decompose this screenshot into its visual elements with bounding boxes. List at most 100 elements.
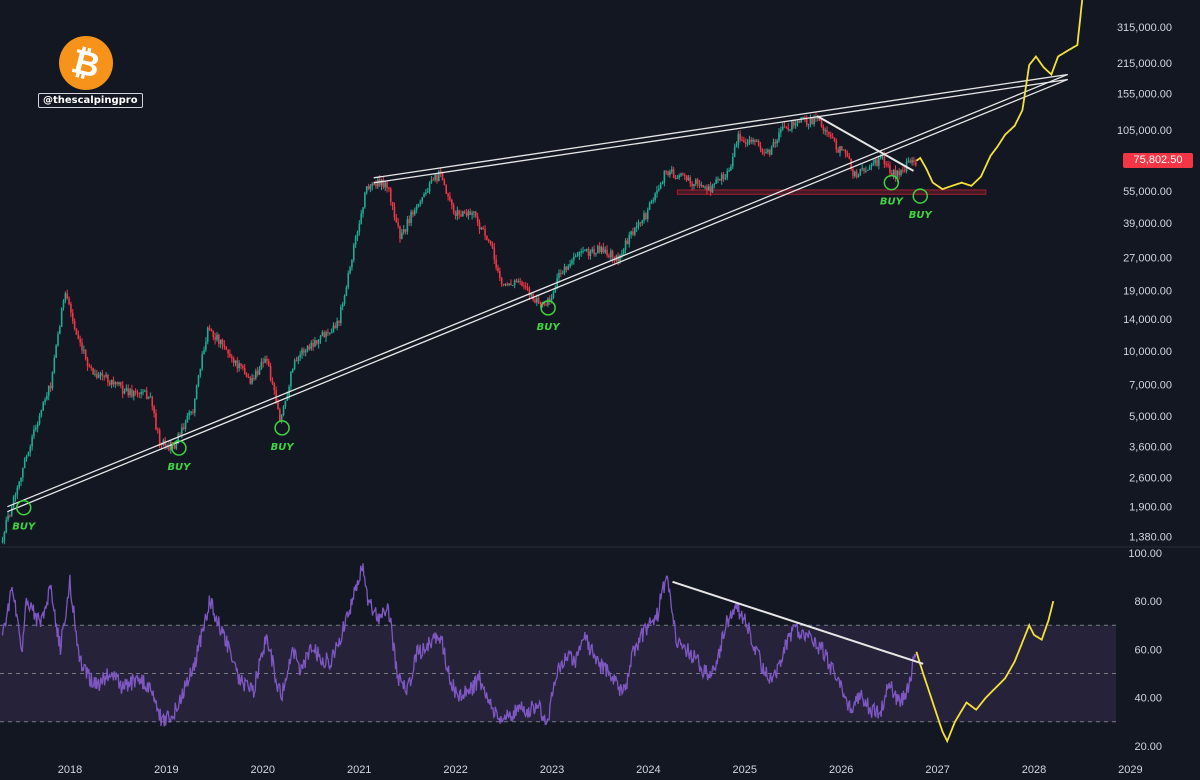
- candle-down: [101, 373, 104, 376]
- candle-up: [317, 339, 320, 344]
- price-axis-tick-label: 155,000.00: [1117, 89, 1172, 101]
- time-axis-tick-label: 2020: [251, 764, 275, 776]
- candle-up: [878, 158, 880, 166]
- candle-down: [452, 204, 455, 213]
- candle-up: [10, 507, 13, 516]
- candle-down: [77, 334, 80, 340]
- candle-down: [548, 298, 551, 302]
- rsi-projection-line: [915, 600, 1055, 744]
- candle-down: [617, 255, 619, 262]
- trendline-lower-rail: [7, 78, 1068, 513]
- trendline-descending: [816, 115, 914, 172]
- candle-down: [519, 281, 521, 283]
- support-zone: [676, 189, 987, 195]
- time-axis-tick-label: 2021: [347, 764, 371, 776]
- candle-up: [591, 249, 594, 252]
- candle-down: [798, 121, 801, 123]
- candle-up: [711, 184, 714, 193]
- candle-up: [201, 354, 203, 369]
- candle-up: [258, 368, 261, 375]
- candle-down: [208, 327, 211, 330]
- candle-down: [898, 170, 900, 176]
- candle-down: [833, 138, 836, 141]
- candle-up: [364, 192, 366, 208]
- candle-up: [731, 156, 734, 167]
- candle-up: [206, 327, 209, 342]
- price-axis-tick-label: 27,000.00: [1123, 253, 1172, 265]
- candle-down: [295, 360, 298, 362]
- buy-signal-label: BUY: [12, 522, 37, 533]
- candle-up: [144, 390, 146, 392]
- candle-up: [737, 134, 740, 145]
- candle-down: [750, 139, 753, 142]
- candle-up: [713, 183, 716, 185]
- candle-up: [345, 287, 348, 296]
- candle-up: [51, 372, 54, 389]
- candle-up: [123, 391, 126, 394]
- candle-down: [887, 164, 889, 166]
- candle-up: [23, 458, 26, 469]
- candle-up: [238, 363, 240, 369]
- candle-down: [478, 222, 481, 230]
- candle-up: [251, 377, 253, 384]
- candle-up: [635, 225, 638, 228]
- candle-down: [757, 140, 760, 146]
- candle-down: [275, 390, 277, 403]
- candle-up: [129, 389, 131, 396]
- candle-up: [648, 203, 651, 211]
- candle-down: [253, 377, 255, 379]
- candle-down: [334, 325, 337, 328]
- candle-up: [16, 487, 19, 495]
- candle-up: [621, 253, 623, 255]
- candle-down: [844, 149, 847, 154]
- candle-down: [502, 283, 505, 285]
- candle-down: [221, 339, 224, 345]
- candle-up: [413, 210, 416, 215]
- candle-down: [822, 126, 825, 131]
- candle-down: [754, 139, 756, 142]
- candle-up: [14, 494, 17, 497]
- candle-up: [140, 392, 142, 395]
- candle-up: [321, 332, 324, 336]
- candle-up: [817, 117, 819, 119]
- candle-up: [462, 211, 464, 217]
- candle-up: [175, 442, 178, 449]
- candle-up: [22, 468, 24, 478]
- candle-down: [96, 373, 98, 378]
- candle-down: [744, 142, 747, 144]
- candle-down: [885, 164, 888, 166]
- candle-up: [34, 427, 37, 430]
- candle-up: [20, 477, 22, 482]
- candle-down: [388, 187, 390, 189]
- time-axis-tick-label: 2019: [154, 764, 178, 776]
- candle-up: [574, 256, 577, 258]
- candle-down: [698, 183, 701, 186]
- candle-up: [193, 398, 196, 413]
- candle-down: [249, 377, 252, 384]
- price-axis-tick-label: 10,000.00: [1123, 346, 1172, 358]
- candle-down: [49, 385, 52, 389]
- candle-up: [641, 220, 643, 224]
- candle-down: [902, 170, 904, 172]
- candle-down: [454, 212, 457, 216]
- candle-down: [116, 382, 118, 385]
- candle-up: [872, 163, 875, 165]
- candle-up: [661, 182, 664, 184]
- candle-up: [83, 349, 85, 351]
- candle-down: [846, 153, 849, 157]
- candle-up: [352, 244, 355, 260]
- candle-down: [229, 353, 231, 357]
- candle-down: [269, 366, 272, 381]
- candle-down: [395, 217, 398, 223]
- candle-up: [12, 496, 15, 508]
- candle-down: [236, 360, 239, 369]
- candle-down: [9, 515, 11, 517]
- candle-down: [271, 380, 274, 384]
- rsi-axis-tick-label: 60.00: [1134, 644, 1162, 656]
- candle-down: [158, 430, 161, 444]
- candle-down: [131, 389, 133, 397]
- candle-down: [404, 229, 407, 232]
- candle-down: [338, 320, 340, 323]
- candle-down: [850, 158, 852, 170]
